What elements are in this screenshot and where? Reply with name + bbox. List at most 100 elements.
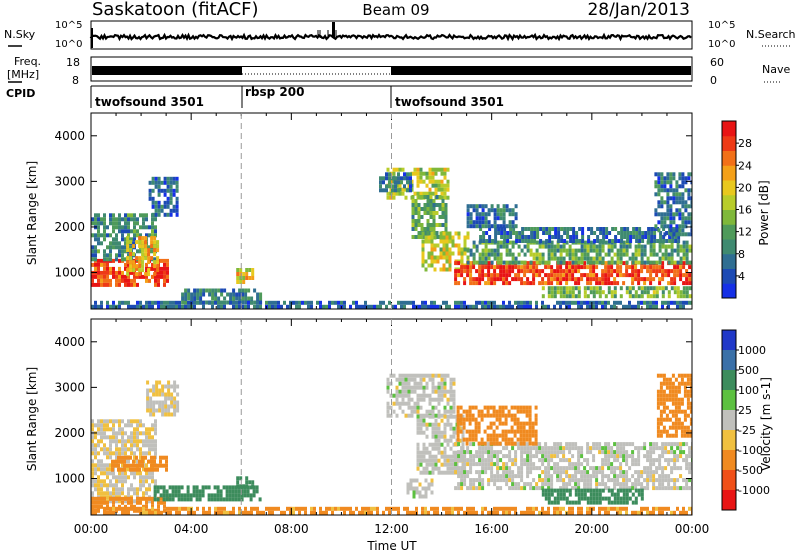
data-cell [145, 496, 148, 501]
data-cell [103, 431, 106, 436]
data-cell [687, 216, 691, 221]
data-cell [586, 470, 590, 475]
data-cell [684, 208, 688, 213]
data-cell [136, 423, 139, 428]
data-cell [490, 204, 494, 209]
data-cell [580, 474, 584, 479]
data-cell [614, 227, 618, 231]
data-cell [649, 260, 653, 265]
data-cell [421, 231, 425, 236]
data-cell [411, 215, 415, 219]
data-cell [141, 248, 145, 253]
data-cell [439, 304, 442, 309]
data-cell [507, 413, 511, 418]
data-cell [444, 215, 448, 219]
data-cell [133, 419, 136, 424]
data-cell [259, 296, 263, 301]
data-cell [477, 425, 481, 430]
data-cell [530, 239, 534, 243]
data-cell [139, 475, 142, 480]
data-cell [211, 296, 215, 301]
data-cell [534, 421, 538, 426]
data-cell [666, 204, 670, 209]
data-cell [298, 506, 301, 511]
data-cell [228, 489, 232, 494]
data-cell [100, 491, 103, 496]
data-cell [440, 442, 444, 447]
data-cell [619, 474, 623, 479]
data-cell [550, 277, 554, 282]
data-cell [121, 463, 124, 468]
data-cell [492, 441, 496, 446]
data-cell [675, 228, 679, 233]
data-cell [469, 220, 473, 225]
data-cell [127, 221, 130, 226]
data-cell [437, 381, 441, 386]
data-cell [398, 377, 402, 382]
data-cell [637, 478, 641, 483]
data-cell [574, 286, 578, 291]
data-cell [245, 480, 249, 485]
data-cell [508, 454, 512, 459]
data-cell [151, 180, 155, 185]
data-cell [571, 466, 575, 471]
data-cell [199, 288, 203, 293]
colorbar-swatch [722, 165, 736, 181]
data-cell [477, 441, 481, 446]
data-cell [145, 510, 148, 515]
data-cell [475, 244, 479, 249]
data-cell [672, 176, 676, 181]
data-cell [232, 296, 236, 301]
data-cell [688, 450, 692, 455]
data-cell [426, 199, 430, 203]
data-cell [214, 300, 217, 305]
data-cell [394, 304, 397, 309]
data-cell [498, 433, 502, 438]
data-cell [139, 479, 142, 484]
data-cell [202, 304, 205, 309]
data-cell [154, 439, 157, 444]
data-cell [163, 192, 167, 197]
data-cell [625, 478, 629, 483]
data-cell [166, 188, 170, 193]
data-cell [688, 300, 691, 305]
data-cell [660, 180, 664, 185]
data-cell [289, 304, 292, 309]
data-cell [442, 255, 446, 260]
data-cell [147, 256, 151, 261]
data-cell [395, 167, 399, 172]
data-cell [109, 483, 112, 488]
data-cell [91, 496, 94, 501]
data-cell [120, 455, 123, 460]
data-cell [616, 482, 620, 487]
data-cell [479, 235, 483, 239]
data-cell [414, 227, 418, 231]
data-cell [568, 442, 572, 447]
data-cell [495, 441, 499, 446]
data-cell [391, 188, 394, 193]
data-cell [295, 506, 298, 511]
data-cell [109, 451, 112, 456]
data-cell [460, 454, 464, 459]
data-cell [112, 245, 115, 250]
data-cell [484, 462, 488, 467]
data-cell [619, 260, 623, 265]
data-cell [673, 300, 676, 305]
data-cell [536, 227, 540, 231]
data-cell [406, 300, 409, 305]
data-cell [580, 277, 584, 282]
data-cell [637, 482, 641, 487]
data-cell [487, 510, 490, 515]
data-cell [164, 396, 168, 401]
data-cell [234, 489, 238, 494]
data-cell [428, 409, 432, 414]
data-cell [499, 269, 503, 274]
data-cell [681, 224, 685, 229]
data-cell [589, 478, 593, 483]
data-cell [649, 458, 653, 463]
data-cell [466, 265, 470, 270]
data-cell [223, 288, 227, 293]
data-cell [472, 208, 476, 213]
data-cell [493, 482, 497, 487]
data-cell [428, 397, 432, 402]
